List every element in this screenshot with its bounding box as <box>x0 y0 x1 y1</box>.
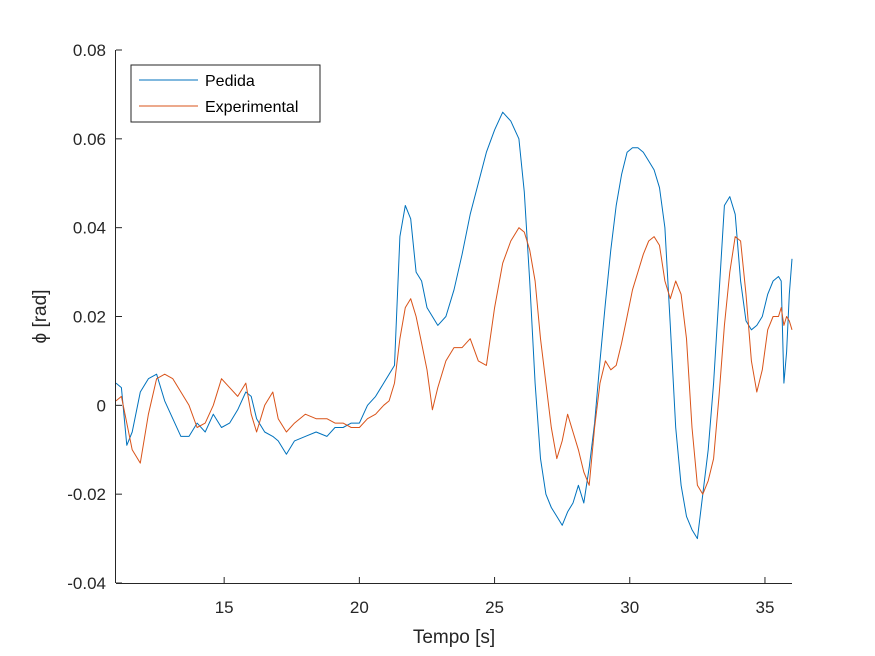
axes <box>115 50 792 584</box>
y-tick-label: 0.08 <box>73 41 106 60</box>
x-ticks: 15 20 25 30 35 <box>215 577 774 617</box>
x-tick-label: 35 <box>755 598 774 617</box>
x-tick-label: 20 <box>350 598 369 617</box>
legend-label-experimental: Experimental <box>205 99 298 116</box>
x-tick-label: 30 <box>620 598 639 617</box>
x-tick-label: 25 <box>485 598 504 617</box>
y-tick-label: 0.06 <box>73 130 106 149</box>
series-layer <box>115 111 793 540</box>
x-axis-title: Tempo [s] <box>413 627 495 648</box>
legend: Pedida Experimental <box>130 64 321 123</box>
y-axis-title: ϕ [rad] <box>30 290 51 344</box>
y-tick-label: -0.04 <box>67 574 106 593</box>
plot-area <box>116 50 792 583</box>
legend-box <box>130 64 321 123</box>
legend-label-pedida: Pedida <box>205 73 255 90</box>
y-tick-label: 0 <box>97 396 106 415</box>
y-ticks: -0.04 -0.02 0 0.02 0.04 0.06 0.08 <box>67 41 122 593</box>
y-tick-label: 0.04 <box>73 219 106 238</box>
y-tick-label: -0.02 <box>67 485 106 504</box>
x-tick-label: 15 <box>215 598 234 617</box>
y-tick-label: 0.02 <box>73 308 106 327</box>
series-line-pedida <box>115 111 793 540</box>
series-line-experimental <box>115 227 793 495</box>
